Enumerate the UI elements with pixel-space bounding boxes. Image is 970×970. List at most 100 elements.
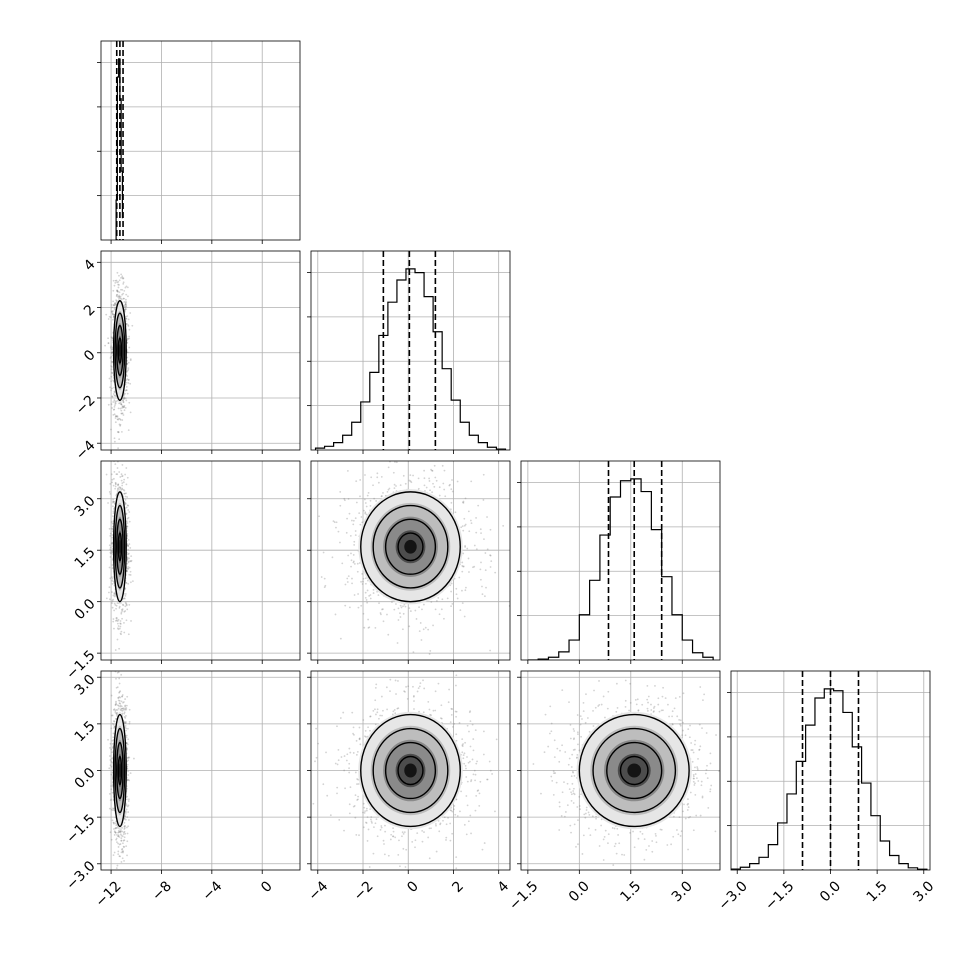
sample-point [109, 482, 112, 485]
sample-point [111, 536, 114, 539]
sample-point [124, 708, 127, 711]
sample-point [112, 316, 115, 319]
x-tick-label: 0 [258, 878, 276, 896]
sample-point [127, 582, 130, 585]
sample-point [110, 552, 112, 555]
sample-point [114, 831, 117, 834]
sample-point [123, 304, 126, 307]
sample-point [120, 872, 122, 874]
sample-point [119, 625, 122, 628]
sample-point [126, 286, 129, 289]
sample-point [116, 467, 119, 469]
sample-point [111, 312, 114, 315]
sample-point [108, 566, 111, 569]
sample-point [377, 481, 380, 484]
sample-point [113, 720, 116, 723]
sample-point [111, 534, 114, 536]
sample-point [123, 846, 126, 848]
sample-point [124, 315, 127, 318]
sample-point [485, 586, 487, 589]
sample-point [356, 570, 359, 573]
sample-point [125, 452, 127, 454]
sample-point [450, 501, 453, 504]
sample-point [370, 476, 373, 479]
sample-point [120, 608, 123, 611]
sample-point [324, 584, 327, 587]
sample-point [112, 580, 115, 583]
sample-point [462, 529, 465, 532]
sample-point [113, 726, 116, 728]
sample-point [128, 337, 131, 340]
sample-point [115, 494, 118, 497]
sample-point [127, 516, 130, 519]
sample-point [118, 295, 121, 298]
sample-point [434, 476, 437, 479]
sample-point [110, 380, 113, 383]
sample-point [126, 748, 129, 751]
sample-point [117, 418, 119, 421]
sample-point [115, 708, 118, 711]
sample-point [110, 788, 113, 791]
sample-point [126, 743, 129, 746]
sample-point [112, 594, 115, 597]
sample-point [438, 613, 441, 616]
sample-point [123, 393, 126, 396]
sample-point [122, 708, 125, 711]
sample-point [125, 714, 127, 717]
sample-point [113, 304, 116, 307]
sample-point [114, 649, 117, 651]
sample-point [109, 746, 111, 749]
sample-point [331, 556, 334, 559]
y-tick-label: 1.5 [72, 545, 99, 572]
sample-point [128, 511, 131, 513]
sample-point [119, 418, 122, 421]
sample-point [431, 469, 434, 472]
sample-point [123, 721, 126, 724]
sample-point [113, 440, 116, 443]
sample-point [125, 483, 128, 486]
sample-point [108, 807, 111, 810]
panel-content [311, 251, 510, 450]
sample-point [121, 487, 124, 490]
sample-point [120, 709, 123, 712]
sample-point [129, 411, 132, 414]
sample-point [486, 516, 488, 518]
histogram-panel-0 [97, 40, 301, 244]
sample-point [111, 542, 113, 544]
sample-point [124, 397, 127, 400]
sample-point [115, 717, 117, 720]
sample-point [121, 407, 123, 409]
sample-point [433, 464, 436, 467]
sample-point [116, 711, 119, 714]
sample-point [127, 544, 129, 547]
sample-point [433, 485, 436, 488]
sample-point [450, 488, 453, 491]
sample-point [112, 314, 115, 316]
panel-frame [310, 250, 511, 451]
sample-point [114, 391, 117, 394]
sample-point [119, 622, 122, 625]
sample-point [348, 606, 351, 609]
sample-point [368, 626, 371, 629]
sample-point [120, 630, 123, 633]
sample-point [369, 594, 372, 596]
sample-point [393, 483, 396, 486]
sample-point [118, 605, 121, 608]
sample-point [368, 595, 371, 597]
sample-point [114, 663, 116, 665]
sample-point [114, 594, 117, 597]
sample-point [113, 386, 116, 389]
sample-point [123, 830, 126, 833]
sample-point [351, 519, 353, 522]
sample-point [120, 298, 123, 300]
histogram-step [115, 58, 124, 240]
sample-point [116, 864, 119, 867]
sample-point [126, 337, 129, 340]
sample-point [352, 523, 355, 526]
sample-point [114, 485, 117, 488]
sample-point [126, 517, 129, 520]
sample-point [115, 712, 118, 715]
sample-point [367, 618, 370, 621]
sample-point [395, 603, 397, 605]
sample-point [104, 344, 106, 347]
